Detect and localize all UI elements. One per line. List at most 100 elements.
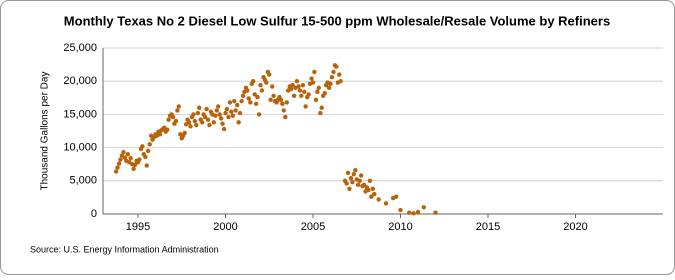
point <box>353 167 358 173</box>
point <box>303 104 308 109</box>
point <box>358 173 364 178</box>
point <box>338 79 343 84</box>
point <box>411 211 416 216</box>
point <box>433 210 438 215</box>
point <box>312 69 317 75</box>
y-tick-label: 10,000 <box>63 142 97 154</box>
point <box>143 154 148 160</box>
point <box>236 120 241 125</box>
point <box>372 191 377 197</box>
point <box>355 182 361 187</box>
point <box>319 105 324 110</box>
point <box>205 117 211 122</box>
point <box>326 85 332 91</box>
point <box>194 122 199 128</box>
point <box>229 109 234 114</box>
point <box>145 148 151 154</box>
point <box>334 64 339 69</box>
y-tick-label: 25,000 <box>63 42 97 54</box>
point <box>253 101 259 106</box>
point <box>188 124 193 129</box>
x-tick-label: 2000 <box>213 221 237 233</box>
point <box>370 186 376 191</box>
point <box>170 114 176 120</box>
point <box>245 88 250 93</box>
point <box>252 92 257 97</box>
x-tick-label: 2010 <box>388 221 412 233</box>
point <box>256 112 262 117</box>
point <box>215 104 221 109</box>
point <box>137 157 142 162</box>
point <box>407 210 412 215</box>
point <box>207 122 212 128</box>
point <box>182 130 187 136</box>
point <box>350 179 355 185</box>
point <box>268 97 273 102</box>
point <box>283 114 288 120</box>
point <box>211 120 216 125</box>
point <box>322 90 327 96</box>
source-note: Source: U.S. Energy Information Administ… <box>30 244 219 254</box>
point <box>116 161 122 166</box>
point <box>369 194 374 199</box>
point <box>235 102 240 108</box>
point <box>233 108 238 113</box>
point <box>259 88 265 93</box>
point <box>175 108 180 113</box>
point <box>204 106 209 112</box>
point <box>383 201 389 206</box>
x-tick-label: 2005 <box>301 221 325 233</box>
point <box>258 82 263 88</box>
point <box>213 113 218 118</box>
point <box>125 152 131 157</box>
point <box>132 162 138 168</box>
point <box>226 114 231 120</box>
point <box>230 113 236 118</box>
point <box>128 156 133 161</box>
point <box>157 132 163 137</box>
point <box>347 186 352 191</box>
point <box>200 120 205 125</box>
point <box>214 108 219 113</box>
point <box>278 97 284 102</box>
point <box>144 163 149 168</box>
point <box>348 175 354 181</box>
point <box>176 104 181 109</box>
point <box>393 194 399 199</box>
point <box>367 178 373 183</box>
point <box>267 72 272 77</box>
point <box>415 209 421 215</box>
point <box>361 182 367 187</box>
point <box>240 93 246 99</box>
point <box>270 84 275 89</box>
point <box>284 100 289 105</box>
point <box>398 207 403 213</box>
point <box>166 117 171 122</box>
point <box>328 81 333 87</box>
point <box>290 82 295 88</box>
y-tick-label: 0 <box>91 208 97 220</box>
point <box>300 82 306 88</box>
point <box>299 93 304 99</box>
point <box>223 110 228 116</box>
point <box>421 205 426 210</box>
point <box>202 114 208 120</box>
point <box>351 171 356 177</box>
point <box>224 106 230 112</box>
point <box>122 155 128 160</box>
point <box>140 144 145 149</box>
point <box>315 89 320 95</box>
point <box>191 112 196 117</box>
point <box>173 118 179 124</box>
point <box>316 85 321 91</box>
point <box>246 96 251 101</box>
point <box>271 93 276 99</box>
point <box>195 110 201 116</box>
point <box>310 80 316 85</box>
point <box>131 166 136 172</box>
point <box>186 120 192 125</box>
point <box>255 94 260 100</box>
point <box>147 142 152 147</box>
point <box>296 84 301 89</box>
